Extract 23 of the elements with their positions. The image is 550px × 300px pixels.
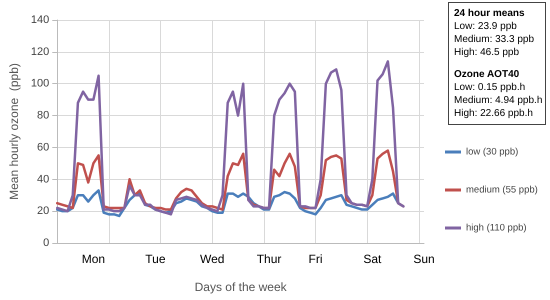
x-tick-label: Wed — [200, 252, 224, 266]
x-axis-title: Days of the week — [194, 280, 288, 294]
y-tick-label: 120 — [30, 46, 50, 58]
text: 24 hour means Low: 23.9 ppb Medium: 33.3 ppb High: 46.5 ppb — [454, 7, 536, 59]
y-tick-label: 20 — [37, 205, 50, 218]
x-tick-label: Sun — [413, 252, 435, 266]
y-tick-label: 60 — [37, 141, 50, 154]
x-tick-label: Sat — [363, 252, 382, 266]
x-tick-label: Fri — [308, 252, 323, 266]
x-tick-label: Thur — [256, 252, 282, 266]
y-axis-title: Mean hourly ozone (ppb) — [7, 63, 21, 200]
y-tick-label: 100 — [30, 78, 50, 90]
text: Ozone AOT40 Low: 0.15 ppb.h Medium: 4.94 ppb.h High: 22.66 ppb.h — [454, 68, 544, 120]
y-tick-label: 140 — [30, 14, 50, 26]
legend-label: medium (55 ppb) — [466, 184, 538, 196]
line-series — [56, 60, 405, 216]
legend-label: low (30 ppb) — [466, 146, 518, 158]
x-tick-label: Tue — [145, 252, 166, 266]
x-tick-label: Mon — [82, 252, 106, 266]
y-tick-label: 0 — [43, 237, 50, 249]
y-tick-label: 40 — [37, 173, 50, 186]
legend-label: high (110 ppb) — [466, 222, 527, 234]
y-tick-label: 80 — [37, 110, 50, 122]
